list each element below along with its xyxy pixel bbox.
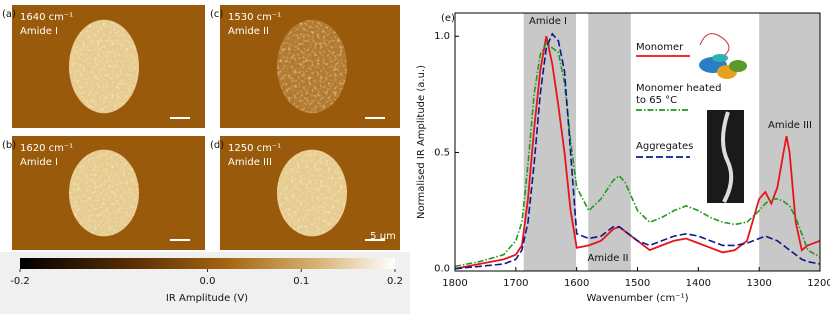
series-line bbox=[454, 41, 821, 268]
scale-bar-label: 5 μm bbox=[370, 231, 396, 242]
ir-blob-texture bbox=[69, 19, 139, 114]
image-wavenumber: 1530 cm⁻¹ bbox=[228, 12, 281, 23]
ir-blob bbox=[277, 19, 347, 114]
ir-blob bbox=[69, 149, 139, 237]
legend-label: Monomer bbox=[636, 42, 684, 53]
series-line bbox=[454, 32, 821, 270]
x-tick-label: 1700 bbox=[503, 278, 528, 289]
panel-tag: (e) bbox=[441, 13, 455, 24]
annotation: Amide III bbox=[768, 120, 812, 131]
image-band: Amide II bbox=[228, 26, 269, 37]
ir-blob-texture bbox=[277, 149, 347, 237]
x-tick-label: 1400 bbox=[686, 278, 711, 289]
y-tick-label: 0.5 bbox=[434, 147, 450, 158]
y-axis-label: Normalised IR Amplitude (a.u.) bbox=[416, 65, 427, 219]
colorbar bbox=[20, 258, 395, 269]
ir-blob bbox=[277, 149, 347, 237]
band bbox=[588, 13, 631, 271]
colorbar-tick-label: 0.2 bbox=[387, 276, 403, 287]
x-tick-label: 1500 bbox=[625, 278, 650, 289]
x-axis-label: Wavenumber (cm⁻¹) bbox=[587, 293, 689, 304]
x-tick-label: 1200 bbox=[807, 278, 830, 289]
x-tick-label: 1300 bbox=[746, 278, 771, 289]
ir-blob-texture bbox=[69, 149, 139, 237]
plot-frame bbox=[454, 12, 821, 272]
panel-tag: (d) bbox=[210, 140, 224, 151]
image-wavenumber: 1640 cm⁻¹ bbox=[20, 12, 73, 23]
image-band: Amide III bbox=[228, 157, 272, 168]
series-line bbox=[454, 36, 821, 270]
panel-tag: (a) bbox=[2, 9, 16, 20]
colorbar-tick-label: 0.1 bbox=[293, 276, 309, 287]
panel-tag: (b) bbox=[2, 140, 16, 151]
annotation: Amide II bbox=[588, 253, 629, 264]
ir-blob bbox=[69, 19, 139, 114]
colorbar-tick-label: 0.0 bbox=[200, 276, 216, 287]
annotation: Amide I bbox=[529, 16, 567, 27]
image-band: Amide I bbox=[20, 157, 58, 168]
image-wavenumber: 1620 cm⁻¹ bbox=[20, 143, 73, 154]
colorbar-label: IR Amplitude (V) bbox=[166, 293, 248, 304]
x-tick-label: 1800 bbox=[442, 278, 467, 289]
image-band: Amide I bbox=[20, 26, 58, 37]
ir-blob-texture bbox=[277, 19, 347, 114]
panel-tag: (c) bbox=[210, 9, 223, 20]
y-tick-label: 1.0 bbox=[434, 31, 450, 42]
colorbar-tick-label: -0.2 bbox=[10, 276, 30, 287]
band bbox=[759, 13, 820, 271]
x-tick-label: 1600 bbox=[564, 278, 589, 289]
y-tick-label: 0.0 bbox=[434, 264, 450, 275]
image-wavenumber: 1250 cm⁻¹ bbox=[228, 143, 281, 154]
legend-label: Aggregates bbox=[636, 141, 694, 152]
fibril-image bbox=[707, 110, 744, 203]
protein-icon bbox=[699, 33, 747, 79]
legend-label: Monomer heated to 65 °C bbox=[636, 83, 722, 106]
